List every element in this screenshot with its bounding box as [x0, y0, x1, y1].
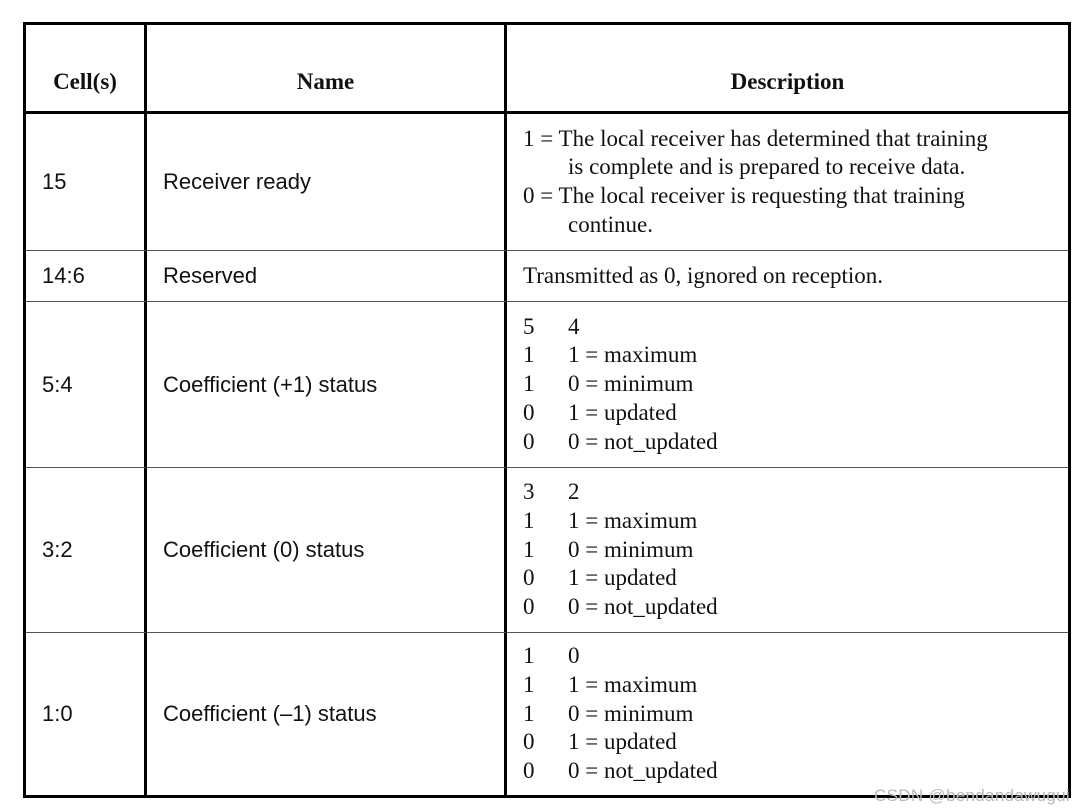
header-description: Description [507, 25, 1068, 114]
register-table: Cell(s) Name Description 15 Receiver rea… [23, 22, 1071, 798]
desc-line: 1 = The local receiver has determined th… [523, 125, 988, 151]
desc-line: is complete and is prepared to receive d… [568, 154, 966, 180]
row-cells: 15 [26, 114, 147, 251]
row-name: Coefficient (0) status [147, 468, 507, 633]
header-name: Name [147, 25, 507, 114]
desc-line: continue. [568, 211, 653, 237]
row-cells: 5:4 [26, 302, 147, 468]
row-name: Reserved [147, 251, 507, 302]
header-cells: Cell(s) [26, 25, 147, 114]
row-cells: 1:0 [26, 633, 147, 795]
desc-line: Transmitted as 0, ignored on reception. [523, 262, 884, 288]
row-description: 1 = The local receiver has determined th… [507, 114, 1068, 251]
row-cells: 3:2 [26, 468, 147, 633]
row-name: Receiver ready [147, 114, 507, 251]
row-name: Coefficient (+1) status [147, 302, 507, 468]
desc-line: 0 = The local receiver is requesting tha… [523, 183, 965, 208]
row-cells: 14:6 [26, 251, 147, 302]
row-description: Transmitted as 0, ignored on reception. [507, 251, 1068, 302]
row-name: Coefficient (–1) status [147, 633, 507, 795]
watermark: CSDN @bendandawugui [874, 786, 1070, 805]
